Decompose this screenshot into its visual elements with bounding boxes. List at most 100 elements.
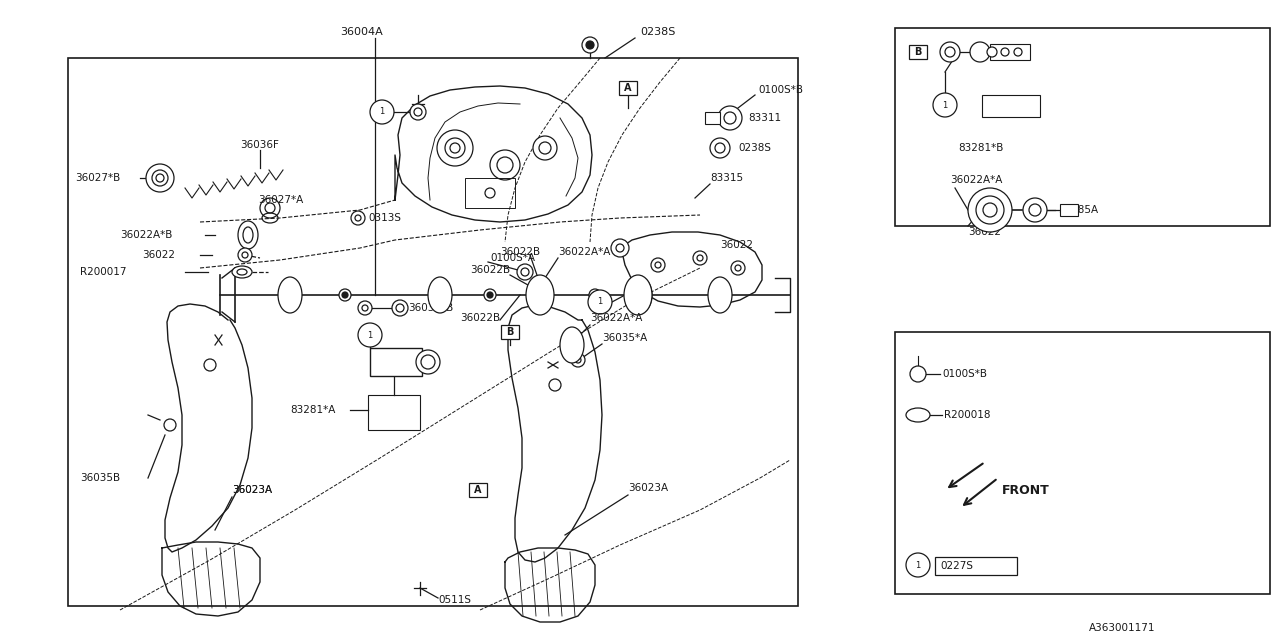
Text: 1: 1	[598, 298, 603, 307]
Circle shape	[486, 292, 493, 298]
Circle shape	[485, 188, 495, 198]
Circle shape	[652, 258, 666, 272]
Circle shape	[164, 419, 177, 431]
Text: A: A	[625, 83, 632, 93]
Circle shape	[910, 366, 925, 382]
Circle shape	[410, 104, 426, 120]
Bar	[1060, 204, 1078, 216]
Circle shape	[152, 170, 168, 186]
Circle shape	[718, 106, 742, 130]
Circle shape	[339, 289, 351, 301]
Circle shape	[146, 164, 174, 192]
Circle shape	[906, 553, 931, 577]
Text: 36027*B: 36027*B	[76, 173, 120, 183]
Bar	[620, 81, 637, 95]
Text: A363001171: A363001171	[1088, 623, 1155, 633]
Circle shape	[358, 323, 381, 347]
Text: 36023A: 36023A	[232, 485, 273, 495]
Text: R200018: R200018	[945, 410, 991, 420]
Text: 0100S*A: 0100S*A	[490, 253, 535, 263]
Circle shape	[987, 47, 997, 57]
Text: 0238S: 0238S	[640, 27, 676, 37]
Text: 36022A*A: 36022A*A	[950, 175, 1002, 185]
Text: 36035*B: 36035*B	[408, 303, 453, 313]
Circle shape	[238, 248, 252, 262]
Text: 36004A: 36004A	[340, 27, 383, 37]
Bar	[895, 332, 1270, 594]
Circle shape	[940, 42, 960, 62]
Ellipse shape	[628, 277, 652, 313]
Text: 1: 1	[915, 561, 920, 570]
Text: 1: 1	[367, 330, 372, 339]
Bar	[982, 95, 1039, 117]
Text: R200017: R200017	[79, 267, 127, 277]
Text: 36035*A: 36035*A	[602, 333, 648, 343]
Ellipse shape	[625, 275, 652, 315]
Text: 0238S: 0238S	[739, 143, 771, 153]
Ellipse shape	[526, 275, 554, 315]
Text: 1: 1	[942, 100, 947, 109]
Circle shape	[977, 196, 1004, 224]
Ellipse shape	[708, 277, 732, 313]
Text: 36022: 36022	[142, 250, 175, 260]
Circle shape	[260, 198, 280, 218]
Circle shape	[416, 350, 440, 374]
Circle shape	[517, 264, 532, 280]
Circle shape	[724, 112, 736, 124]
Bar	[465, 178, 515, 208]
Text: 36022A*A: 36022A*A	[558, 247, 611, 257]
Text: FRONT: FRONT	[1002, 483, 1050, 497]
Ellipse shape	[529, 277, 552, 313]
Circle shape	[710, 138, 730, 158]
Text: 36036F: 36036F	[241, 140, 279, 150]
Circle shape	[436, 130, 474, 166]
Circle shape	[968, 188, 1012, 232]
Circle shape	[358, 301, 372, 315]
Text: 36023A: 36023A	[628, 483, 668, 493]
Circle shape	[731, 261, 745, 275]
Circle shape	[204, 359, 216, 371]
Bar	[369, 395, 420, 430]
Circle shape	[970, 42, 989, 62]
Ellipse shape	[278, 277, 302, 313]
Bar	[989, 44, 1030, 60]
Circle shape	[421, 355, 435, 369]
Bar	[895, 28, 1270, 226]
Text: 36022: 36022	[968, 227, 1001, 237]
Circle shape	[342, 292, 348, 298]
Text: 83311: 83311	[748, 113, 781, 123]
Circle shape	[532, 136, 557, 160]
Circle shape	[490, 150, 520, 180]
Text: 0227S: 0227S	[940, 561, 973, 571]
Text: 0511S: 0511S	[438, 595, 471, 605]
Text: 83281*A: 83281*A	[291, 405, 335, 415]
Ellipse shape	[238, 221, 259, 249]
Ellipse shape	[561, 327, 584, 363]
Circle shape	[589, 289, 602, 301]
Text: 36022A*A: 36022A*A	[590, 313, 643, 323]
Text: 36023A: 36023A	[232, 485, 273, 495]
Text: B: B	[507, 327, 513, 337]
Text: 36035B: 36035B	[79, 473, 120, 483]
Bar	[934, 557, 1018, 575]
Text: 83315: 83315	[710, 173, 744, 183]
Circle shape	[582, 37, 598, 53]
Text: 36022B: 36022B	[500, 247, 540, 257]
Circle shape	[611, 239, 628, 257]
Text: A: A	[475, 485, 481, 495]
Bar	[500, 325, 518, 339]
Circle shape	[497, 157, 513, 173]
Text: 36022A*B: 36022A*B	[120, 230, 173, 240]
Circle shape	[591, 292, 598, 298]
Bar	[68, 58, 797, 606]
Ellipse shape	[428, 277, 452, 313]
Text: 1: 1	[379, 108, 384, 116]
Circle shape	[392, 300, 408, 316]
Bar	[468, 483, 486, 497]
Circle shape	[586, 41, 594, 49]
Text: 36022B: 36022B	[460, 313, 500, 323]
Circle shape	[588, 290, 612, 314]
Text: 0313S: 0313S	[369, 213, 401, 223]
Text: 0100S*B: 0100S*B	[758, 85, 803, 95]
Text: 83281*B: 83281*B	[957, 143, 1004, 153]
